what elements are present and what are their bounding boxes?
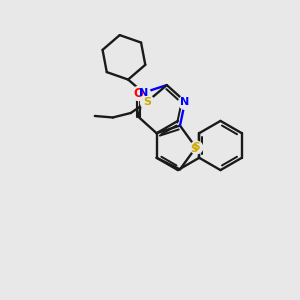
Text: S: S bbox=[190, 144, 198, 154]
Text: N: N bbox=[139, 88, 148, 98]
Text: N: N bbox=[181, 97, 190, 106]
Text: S: S bbox=[143, 97, 151, 106]
Text: O: O bbox=[133, 87, 143, 100]
Text: S: S bbox=[192, 142, 200, 152]
